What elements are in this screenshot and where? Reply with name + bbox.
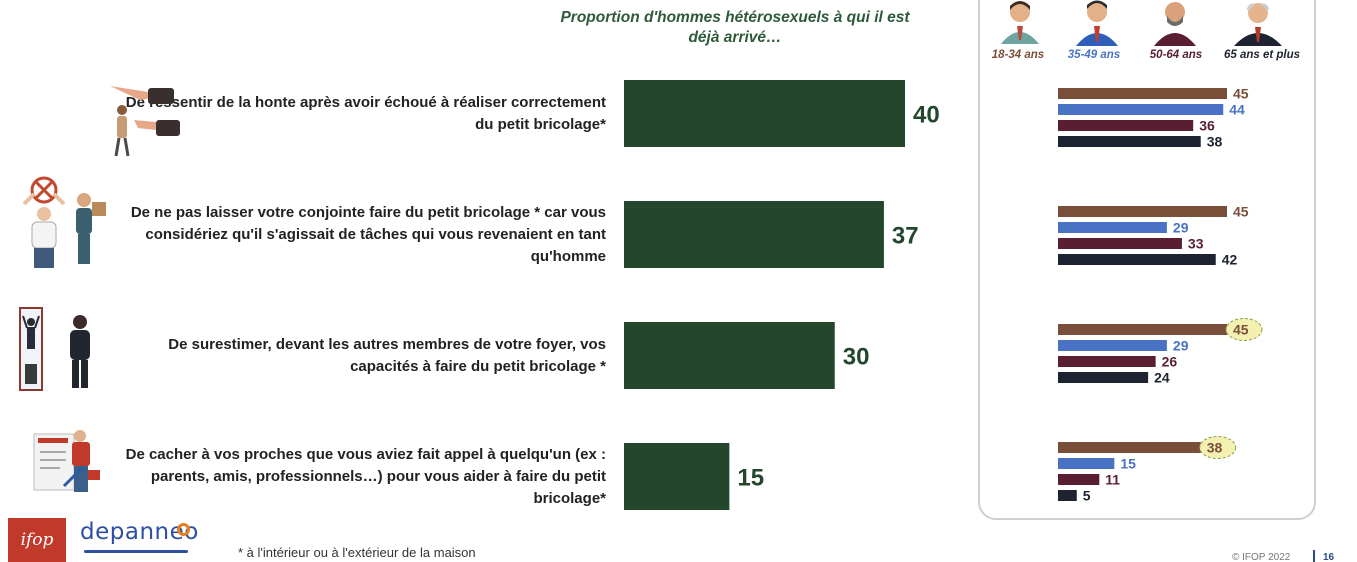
age-bar-row4-65-ans-et-plus — [1058, 490, 1077, 501]
row-label-3: De surestimer, devant les autres membres… — [168, 336, 606, 375]
age-bar-value: 24 — [1154, 370, 1170, 386]
age-bar-value: 36 — [1199, 118, 1215, 134]
age-bar-value: 38 — [1207, 440, 1223, 456]
age-bar-value: 33 — [1188, 236, 1204, 252]
age-bar-value: 15 — [1120, 456, 1136, 472]
age-bar-value: 26 — [1162, 354, 1178, 370]
age-bar-row2-35-49-ans — [1058, 222, 1167, 233]
age-bar-value: 42 — [1222, 252, 1238, 268]
age-bar-value: 5 — [1083, 488, 1091, 504]
age-bar-row1-50-64-ans — [1058, 120, 1194, 131]
ifop-logo: ifop — [8, 518, 66, 562]
age-bar-row4-18-34-ans — [1058, 442, 1201, 453]
age-bar-row1-35-49-ans — [1058, 104, 1224, 115]
man-mirror-hero-icon — [19, 307, 90, 391]
highlight-marker — [1199, 436, 1237, 459]
chart-title: Proportion d'hommes hétérosexuels à qui … — [560, 9, 910, 46]
pointing-hands-icon — [110, 86, 180, 157]
young-man-avatar-icon — [1001, 1, 1039, 44]
age-bar-row3-65-ans-et-plus — [1058, 372, 1149, 383]
man-stop-sign-woman-icon — [22, 176, 106, 268]
main-bar-value-2: 37 — [892, 223, 919, 250]
age-bar-value: 44 — [1229, 102, 1245, 118]
age-bar-row4-50-64-ans — [1058, 474, 1100, 485]
main-bar-3 — [624, 322, 835, 389]
age-bar-value: 29 — [1173, 338, 1189, 354]
age-bar-row3-50-64-ans — [1058, 356, 1156, 367]
age-bar-value: 29 — [1173, 220, 1189, 236]
contract-repairman-icon — [33, 430, 100, 492]
age-bar-value: 38 — [1207, 134, 1223, 150]
age-bar-value: 45 — [1233, 86, 1249, 102]
age-bar-row2-18-34-ans — [1058, 206, 1227, 217]
row-label-2: De ne pas laisser votre conjointe faire … — [130, 204, 606, 265]
age-bar-row2-65-ans-et-plus — [1058, 254, 1216, 265]
middle-aged-man-avatar-icon — [1154, 2, 1196, 46]
main-bar-value-4: 15 — [737, 465, 764, 492]
group-label-65-plus: 65 ans et plus — [1223, 49, 1301, 61]
row-label-4: De cacher à vos proches que vous aviez f… — [125, 446, 606, 507]
main-bar-2 — [624, 201, 884, 268]
age-bar-value: 45 — [1233, 322, 1249, 338]
age-bar-row2-50-64-ans — [1058, 238, 1182, 249]
group-label-35-49: 35-49 ans — [1067, 49, 1121, 61]
row-label-1: De ressentir de la honte après avoir éch… — [125, 94, 606, 133]
age-bar-row4-35-49-ans — [1058, 458, 1115, 469]
age-bar-row3-18-34-ans — [1058, 324, 1227, 335]
age-bar-row1-18-34-ans — [1058, 88, 1227, 99]
copyright: © IFOP 2022 — [1232, 552, 1291, 562]
depanneo-logo-dot — [177, 523, 190, 536]
page-divider — [1313, 550, 1315, 562]
main-bar-1 — [624, 80, 905, 147]
age-bar-row1-65-ans-et-plus — [1058, 136, 1201, 147]
senior-man-avatar-icon — [1234, 3, 1282, 46]
age-bar-row3-35-49-ans — [1058, 340, 1167, 351]
footnote: * à l'intérieur ou à l'extérieur de la m… — [238, 545, 476, 560]
main-bar-value-3: 30 — [843, 344, 870, 371]
main-bar-4 — [624, 443, 730, 510]
main-bar-value-1: 40 — [913, 102, 940, 129]
age-bar-value: 45 — [1233, 204, 1249, 220]
age-bar-value: 11 — [1105, 472, 1120, 488]
group-label-50-64: 50-64 ans — [1149, 49, 1203, 61]
depanneo-logo-underline — [84, 550, 188, 553]
highlight-marker — [1225, 318, 1263, 341]
page-number: 16 — [1323, 552, 1335, 562]
group-label-18-34: 18-34 ans — [991, 49, 1045, 61]
adult-man-avatar-icon — [1076, 0, 1118, 46]
